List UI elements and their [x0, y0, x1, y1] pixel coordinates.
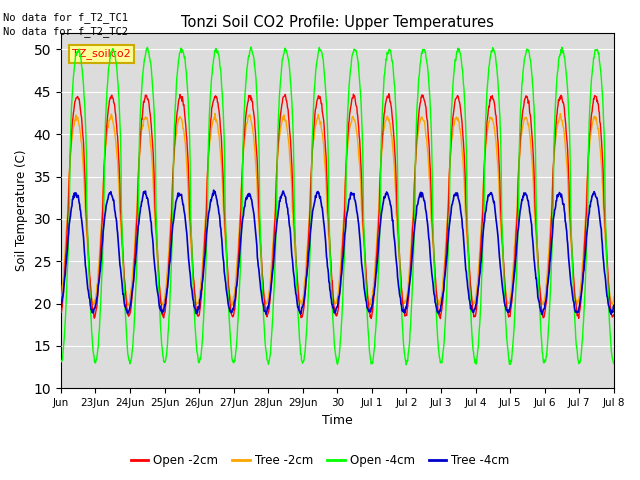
Title: Tonzi Soil CO2 Profile: Upper Temperatures: Tonzi Soil CO2 Profile: Upper Temperatur…: [181, 15, 494, 30]
X-axis label: Time: Time: [322, 414, 353, 427]
Legend: Open -2cm, Tree -2cm, Open -4cm, Tree -4cm: Open -2cm, Tree -2cm, Open -4cm, Tree -4…: [126, 449, 514, 472]
Y-axis label: Soil Temperature (C): Soil Temperature (C): [15, 150, 28, 271]
Text: No data for f_T2_TC1: No data for f_T2_TC1: [3, 12, 128, 23]
Text: No data for f_T2_TC2: No data for f_T2_TC2: [3, 26, 128, 37]
Text: TZ_soilco2: TZ_soilco2: [72, 48, 131, 60]
